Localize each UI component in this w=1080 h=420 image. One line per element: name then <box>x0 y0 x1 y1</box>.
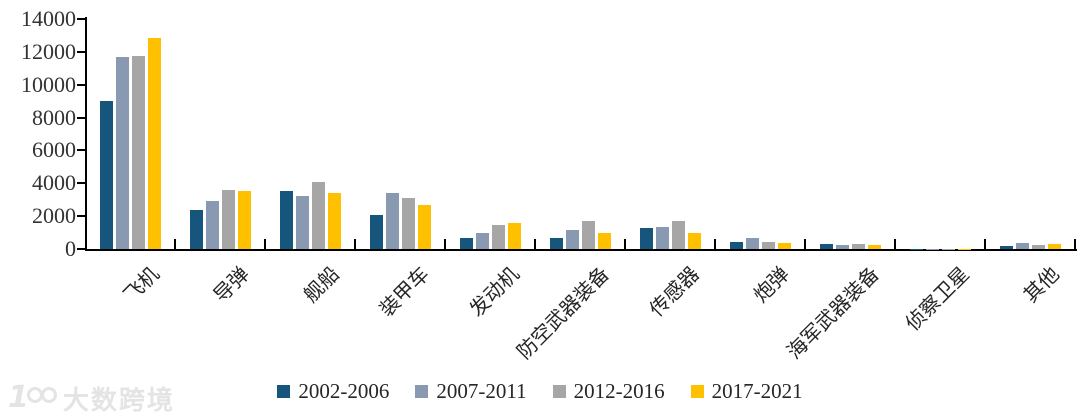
legend-swatch-icon <box>552 385 566 398</box>
y-axis-tick <box>77 149 86 152</box>
legend-label: 2007-2011 <box>436 379 527 403</box>
x-axis-tick <box>174 239 176 250</box>
legend-label: 2002-2006 <box>298 379 390 403</box>
legend: 2002-2006 2007-2011 2012-2016 2017-2021 <box>0 381 1080 402</box>
x-axis-tick <box>444 239 446 250</box>
bar-2007-2011-传感器 <box>655 226 669 249</box>
bar-2017-2021-炮弹 <box>777 243 791 249</box>
legend-item: 2012-2016 <box>552 379 665 403</box>
x-axis-label: 海军武器装备 <box>783 263 884 364</box>
y-axis-tick <box>77 248 86 250</box>
legend-swatch-icon <box>415 385 429 398</box>
bar-2012-2016-装甲车 <box>401 198 415 249</box>
x-axis-label: 飞机 <box>119 263 164 308</box>
x-axis-label: 传感器 <box>645 263 704 322</box>
bar-2017-2021-舰船 <box>327 193 341 249</box>
bar-2002-2006-传感器 <box>639 228 653 249</box>
bar-2012-2016-其他 <box>1031 244 1045 249</box>
legend-label: 2017-2021 <box>711 379 803 403</box>
legend-swatch-icon <box>690 385 704 398</box>
bar-2002-2006-导弹 <box>189 209 203 249</box>
y-axis-tick-label: 12000 <box>21 38 76 64</box>
y-axis-tick <box>77 50 86 53</box>
bar-2017-2021-其他 <box>1047 244 1061 249</box>
bar-2002-2006-防空武器装备 <box>549 237 563 249</box>
bar-2007-2011-炮弹 <box>745 238 759 249</box>
bar-2012-2016-舰船 <box>311 182 325 249</box>
y-axis-tick-label: 10000 <box>21 71 76 97</box>
bar-2017-2021-防空武器装备 <box>597 233 611 249</box>
x-axis-tick <box>804 239 806 250</box>
bar-2002-2006-其他 <box>999 245 1013 249</box>
bar-2007-2011-防空武器装备 <box>565 230 579 249</box>
x-axis-label: 发动机 <box>465 263 524 322</box>
bar-2017-2021-发动机 <box>507 222 521 249</box>
x-axis-label: 导弹 <box>209 263 254 308</box>
bar-2002-2006-发动机 <box>459 237 473 249</box>
bar-2002-2006-舰船 <box>279 190 293 249</box>
bar-2007-2011-海军武器装备 <box>835 245 849 249</box>
x-axis-label: 炮弹 <box>749 263 794 308</box>
bar-2017-2021-装甲车 <box>417 204 431 249</box>
bar-2012-2016-传感器 <box>671 221 685 249</box>
x-axis-label: 防空武器装备 <box>513 263 614 364</box>
legend-label: 2012-2016 <box>573 379 665 403</box>
x-axis-line <box>85 249 1077 251</box>
bar-2007-2011-舰船 <box>295 195 309 249</box>
bar-2002-2006-海军武器装备 <box>819 244 833 249</box>
bar-2017-2021-导弹 <box>237 190 251 249</box>
y-axis-tick <box>77 215 86 218</box>
bar-2012-2016-海军武器装备 <box>851 244 865 249</box>
y-axis-tick-label: 14000 <box>21 6 76 31</box>
x-axis-tick <box>354 239 356 250</box>
y-axis-tick-label: 6000 <box>32 137 76 163</box>
x-axis-tick <box>1074 239 1076 250</box>
bar-2002-2006-飞机 <box>99 101 113 249</box>
bar-2012-2016-炮弹 <box>761 242 775 249</box>
bar-2012-2016-飞机 <box>131 55 145 249</box>
y-axis-tick <box>77 18 86 20</box>
bar-2017-2021-海军武器装备 <box>867 245 881 249</box>
watermark: 1 大数跨境 <box>8 382 175 416</box>
watermark-brand-name: 大数跨境 <box>62 385 175 416</box>
x-axis-tick <box>894 239 896 250</box>
bar-2007-2011-装甲车 <box>385 193 399 249</box>
y-axis-tick-label: 0 <box>65 236 76 261</box>
legend-item: 2002-2006 <box>277 381 389 402</box>
y-axis-tick <box>77 83 86 86</box>
y-axis-tick <box>77 182 86 185</box>
x-axis-label: 侦察卫星 <box>901 263 974 336</box>
bar-2002-2006-炮弹 <box>729 241 743 249</box>
legend-item: 2017-2021 <box>690 379 803 403</box>
watermark-logo-icon: 1 <box>8 383 57 413</box>
y-axis-line <box>85 17 87 251</box>
x-axis-tick <box>264 239 266 250</box>
bar-2007-2011-发动机 <box>475 232 489 249</box>
legend-item: 2007-2011 <box>415 379 527 403</box>
bar-2012-2016-发动机 <box>491 225 505 249</box>
x-axis-label: 其他 <box>1019 263 1064 308</box>
bar-2007-2011-导弹 <box>205 201 219 249</box>
legend-swatch-icon <box>277 385 291 398</box>
bar-2007-2011-飞机 <box>115 56 129 249</box>
x-axis-tick <box>984 239 986 250</box>
x-axis-label: 舰船 <box>299 263 344 308</box>
bar-2012-2016-防空武器装备 <box>581 221 595 249</box>
y-axis-tick-label: 4000 <box>32 170 76 196</box>
x-axis-label: 装甲车 <box>375 263 434 322</box>
bar-2017-2021-传感器 <box>687 232 701 249</box>
x-axis-tick <box>714 239 716 250</box>
y-axis-tick-label: 2000 <box>32 203 76 229</box>
y-axis-tick <box>77 116 86 119</box>
bar-2002-2006-装甲车 <box>369 214 383 249</box>
y-axis-tick-label: 8000 <box>32 104 76 130</box>
bar-2012-2016-导弹 <box>221 189 235 249</box>
bar-2007-2011-其他 <box>1015 243 1029 249</box>
bar-2017-2021-飞机 <box>147 37 161 249</box>
x-axis-tick <box>534 239 536 250</box>
x-axis-tick <box>624 239 626 250</box>
